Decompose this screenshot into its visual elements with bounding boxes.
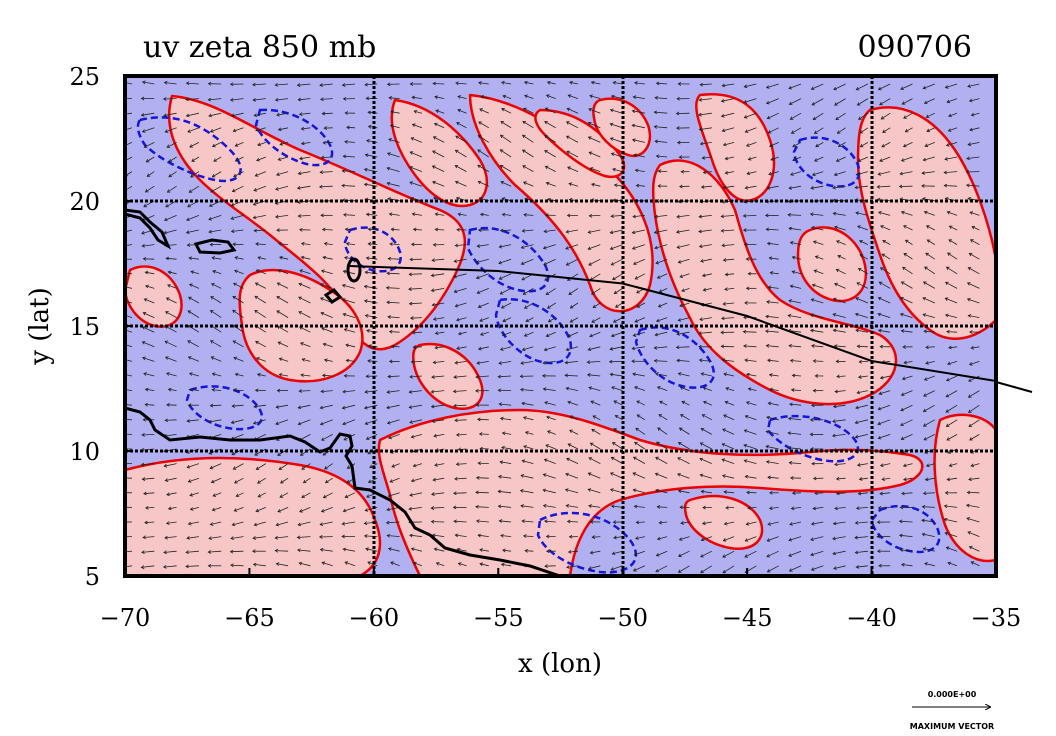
- x-axis-label: x (lon): [518, 649, 602, 679]
- x-tick-label: −60: [349, 604, 400, 632]
- y-axis-ticks: 5 10 15 20 25: [69, 63, 133, 591]
- x-tick-label: −35: [971, 604, 1022, 632]
- reference-vector-legend: 0.000E+00 MAXIMUM VECTOR: [910, 690, 994, 731]
- reference-vector-caption: MAXIMUM VECTOR: [910, 722, 994, 731]
- y-tick-label: 5: [85, 563, 100, 591]
- wind-vector-field: [125, 80, 980, 574]
- x-tick-label: −70: [100, 604, 151, 632]
- x-axis-ticks: −70 −65 −60 −55 −50 −45 −40 −35: [100, 568, 1022, 632]
- storm-track-exit-segment: [995, 381, 1033, 393]
- latlon-grid: [125, 76, 996, 576]
- x-tick-label: −55: [473, 604, 524, 632]
- x-tick-label: −40: [846, 604, 897, 632]
- y-tick-label: 15: [69, 313, 100, 341]
- y-axis-label: y (lat): [25, 287, 55, 366]
- x-tick-label: −50: [597, 604, 648, 632]
- y-tick-label: 10: [69, 438, 100, 466]
- coastlines: [125, 208, 561, 576]
- reference-vector-value: 0.000E+00: [928, 690, 977, 699]
- x-tick-label: −65: [224, 604, 275, 632]
- y-tick-label: 20: [69, 188, 100, 216]
- x-tick-label: −45: [722, 604, 773, 632]
- y-tick-label: 25: [69, 63, 100, 91]
- date-label: 090706: [857, 30, 972, 65]
- vorticity-map-panel: [125, 76, 996, 576]
- storm-center-marker: [346, 257, 362, 283]
- map-title: uv zeta 850 mb: [143, 30, 376, 65]
- storm-track-line: [348, 265, 996, 383]
